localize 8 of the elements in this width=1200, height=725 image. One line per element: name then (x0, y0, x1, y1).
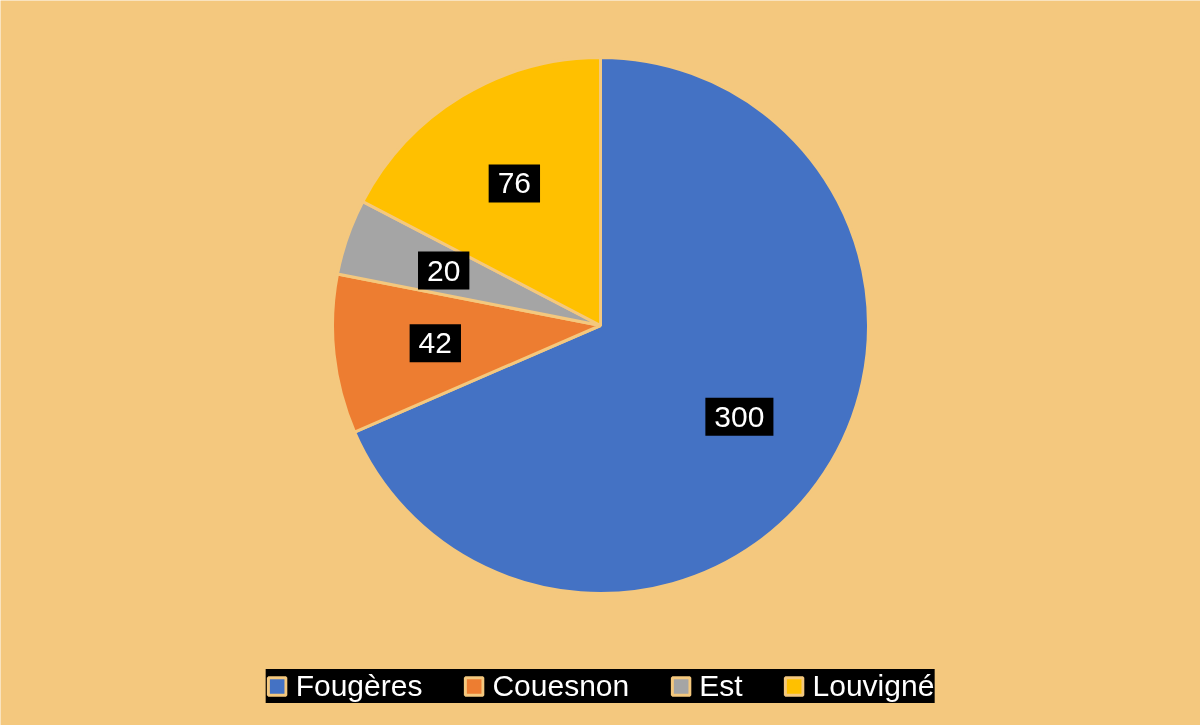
data-label: 20 (427, 253, 461, 287)
legend-label: Louvigné (812, 669, 935, 703)
data-label: 300 (714, 399, 765, 433)
data-label: 42 (418, 326, 452, 360)
legend-label: Est (699, 669, 743, 703)
legend-label: Fougères (295, 669, 423, 703)
legend-label: Couesnon (492, 669, 630, 703)
data-label: 76 (497, 166, 532, 200)
